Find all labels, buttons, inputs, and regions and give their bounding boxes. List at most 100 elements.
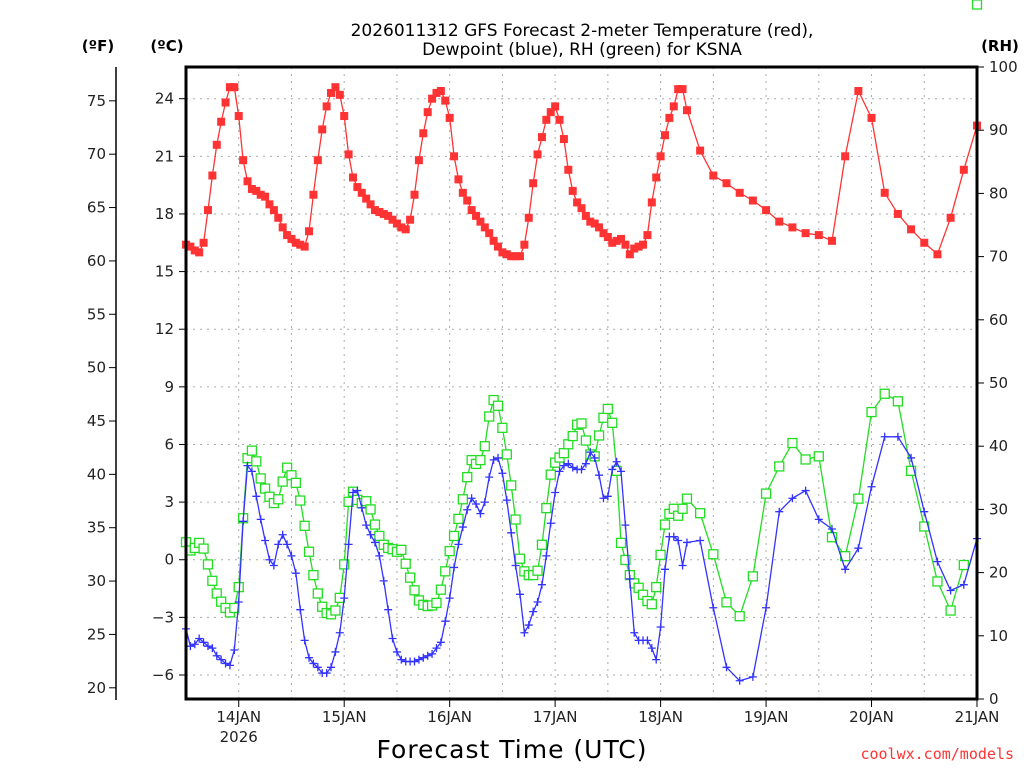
dewpoint-point: [344, 540, 353, 549]
rh-point: [593, 430, 605, 441]
rh-point: [506, 480, 517, 491]
dewpoint-point: [195, 634, 204, 643]
dewpoint-point: [595, 471, 604, 480]
fahrenheit-tick-label: 20: [87, 679, 106, 697]
temperature-point: [208, 171, 217, 180]
rh-point: [404, 572, 416, 583]
series-line: [185, 86, 978, 257]
dewpoint-point: [450, 563, 459, 572]
rh-point: [277, 476, 288, 487]
temperature-point: [392, 219, 401, 228]
dewpoint-point: [287, 551, 296, 560]
temperature-point: [529, 179, 538, 188]
dewpoint-point: [348, 488, 357, 497]
dewpoint-point: [827, 524, 836, 533]
dewpoint-point: [880, 432, 889, 441]
temperature-point: [515, 252, 524, 261]
temperature-point: [639, 240, 648, 249]
temperature-point: [287, 234, 296, 243]
rh-tick-label: 90: [989, 121, 1008, 139]
temperature-point: [327, 88, 336, 97]
temperature-point: [537, 133, 546, 142]
temperature-point: [370, 206, 379, 215]
rh-tick-label: 40: [989, 437, 1008, 455]
rh-point: [721, 597, 732, 608]
celsius-tick-label: 9: [164, 378, 174, 396]
dewpoint-point: [190, 640, 199, 649]
temperature-point: [564, 165, 573, 174]
dewpoint-point: [489, 455, 498, 464]
temperature-point: [247, 184, 256, 193]
temperature-point: [533, 150, 542, 159]
rh-point: [646, 599, 657, 610]
dewpoint-point: [537, 580, 546, 589]
rh-point: [558, 448, 570, 459]
temperature-point: [190, 246, 199, 255]
celsius-tick-label: 18: [155, 205, 174, 223]
dewpoint-point: [335, 628, 344, 637]
temperature-point: [388, 215, 397, 224]
temperature-point: [669, 102, 678, 111]
axes-layer: −6 −3 0 3 6 9 12 15 18 21 24 14JAN 2026 15JAN 16JAN 17J…: [87, 58, 1018, 746]
temperature-point: [357, 188, 366, 197]
rh-point: [312, 588, 323, 599]
temperature-point: [397, 223, 406, 232]
temperature-point: [480, 223, 489, 232]
temperature-point: [221, 98, 230, 107]
dewpoint-point: [366, 530, 375, 539]
temperature-point: [463, 196, 472, 205]
rh-point: [369, 519, 381, 530]
dewpoint-point: [682, 538, 691, 547]
dewpoint-point: [551, 488, 560, 497]
temperature-point: [274, 213, 283, 222]
temperature-point: [217, 117, 226, 126]
dewpoint-point: [524, 621, 533, 630]
temperature-point: [261, 192, 270, 201]
temperature-point: [467, 206, 476, 215]
temperature-point: [656, 152, 665, 161]
rh-point: [299, 520, 310, 531]
temperature-point: [590, 219, 599, 228]
temperature-point: [186, 242, 195, 251]
dewpoint-point: [674, 536, 683, 545]
temperature-point: [608, 238, 617, 247]
grid-layer: [186, 67, 977, 699]
rh-tick-label: 50: [989, 374, 1008, 392]
dewpoint-point: [959, 580, 968, 589]
temperature-point: [348, 173, 357, 182]
rh-point: [677, 503, 688, 514]
rh-point: [708, 549, 719, 560]
dewpoint-point: [608, 465, 617, 474]
temperature-point: [234, 111, 243, 120]
dewpoint-point: [652, 655, 661, 664]
temperature-point: [472, 211, 481, 220]
dewpoint-point: [586, 448, 595, 457]
temperature-point: [621, 240, 630, 249]
temperature-point: [568, 186, 577, 195]
temperature-point: [612, 236, 621, 245]
rh-point: [400, 558, 411, 569]
dewpoint-point: [568, 463, 577, 472]
rh-point: [444, 545, 455, 557]
rh-point: [734, 611, 745, 622]
dewpoint-point: [454, 540, 463, 549]
dewpoint-point: [463, 505, 472, 514]
plot-frame: [184, 65, 979, 701]
temperature-point: [595, 223, 604, 232]
temperature-point: [340, 111, 349, 120]
celsius-tick-label: 21: [155, 147, 174, 165]
rh-point: [545, 469, 556, 480]
temperature-point: [476, 217, 485, 226]
dewpoint-point: [678, 561, 687, 570]
rh-point: [492, 400, 504, 411]
fahrenheit-tick-label: 70: [87, 145, 106, 163]
dewpoint-point: [542, 551, 551, 560]
rh-point: [800, 454, 811, 465]
temperature-point: [384, 211, 393, 220]
dewpoint-point: [722, 663, 731, 672]
series-layer: [180, 0, 983, 685]
temperature-point: [406, 215, 415, 224]
rh-point: [945, 605, 956, 616]
rh-point: [659, 519, 671, 530]
dewpoint-point: [933, 557, 942, 566]
